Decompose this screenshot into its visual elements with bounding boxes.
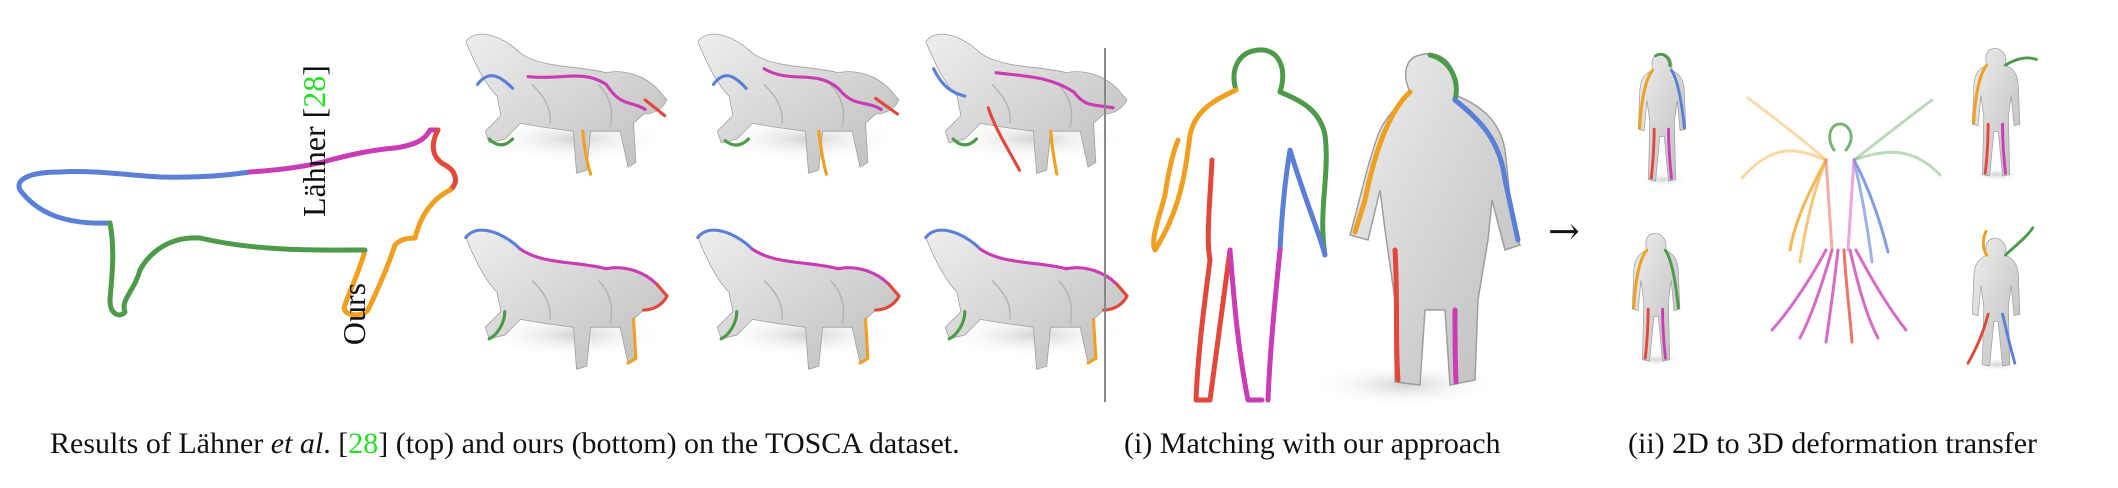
- wolf-mesh-bottom-2: [696, 228, 902, 371]
- caption-middle: (i) Matching with our approach: [1124, 427, 1501, 460]
- wolf-mesh-top-3: [925, 33, 1130, 176]
- human-3d-topleft: [1637, 52, 1689, 188]
- caption-left: Results of Lähner et al. [28] (top) and …: [50, 424, 960, 464]
- human-3d-bottomright: [1966, 226, 2035, 373]
- caption-left-part1: Results of Lähner: [50, 427, 271, 460]
- caption-right: (ii) 2D to 3D deformation transfer: [1628, 427, 2038, 460]
- human-3d-mesh: [1310, 52, 1521, 407]
- deformation-transfer-panel: [1631, 48, 2038, 373]
- row-label-lahner-ref[interactable]: 28: [296, 75, 332, 108]
- caption-left-part2: . [: [323, 427, 349, 460]
- caption-left-ref[interactable]: 28: [348, 427, 379, 460]
- deformation-fan-contours: [1740, 96, 1942, 344]
- wolf-mesh-grid: [464, 33, 1130, 371]
- wolf-mesh-top-2: [697, 33, 902, 176]
- row-label-ours: Ours: [336, 282, 372, 346]
- wolf-mesh-bottom-3: [924, 228, 1130, 371]
- human-3d-topright: [1971, 48, 2038, 183]
- wolf-2d-contour: [16, 127, 458, 318]
- row-label-lahner-suffix: ]: [296, 65, 332, 76]
- wolf-mesh-top-1: [465, 33, 670, 176]
- row-label-lahner-prefix: Lähner [: [296, 107, 332, 217]
- transfer-arrow: →: [1548, 209, 1580, 253]
- row-label-lahner: Lähner [28]: [296, 65, 332, 217]
- human-3d-bottomleft: [1631, 233, 1683, 368]
- human-2d-contour: [1151, 47, 1329, 403]
- caption-left-part3: ] (top) and ours (bottom) on the TOSCA d…: [378, 427, 960, 460]
- caption-left-etal: et al: [270, 427, 324, 460]
- wolf-mesh-bottom-1: [464, 228, 670, 371]
